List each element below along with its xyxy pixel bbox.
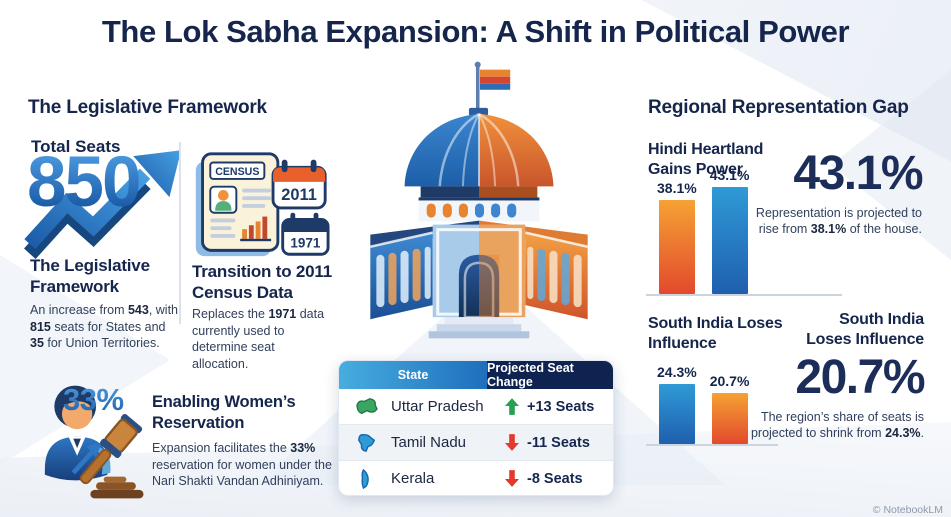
- south-stat-desc: The region’s share of seats is projected…: [750, 410, 924, 441]
- calendar-1971-label: 1971: [290, 235, 321, 250]
- legislative-section-header: The Legislative Framework: [28, 97, 267, 118]
- census-card-heading: Transition to 2011 Census Data: [192, 262, 333, 302]
- seat-change-value: -11 Seats: [527, 434, 590, 451]
- bar-current-share: 24.3%: [657, 364, 697, 444]
- growth-trend-arrow-icon: [24, 150, 182, 260]
- watermark: © NotebookLM: [872, 504, 943, 516]
- framework-card-heading: The Legislative Framework: [30, 256, 150, 296]
- hindi-heartland-bar-chart: 38.1% 43.1%: [657, 162, 749, 294]
- women-reservation-badge: 33%: [63, 382, 124, 417]
- seat-change-value: +13 Seats: [527, 398, 595, 415]
- hindi-heartland-heading: Hindi Heartland Gains Power: [648, 141, 764, 178]
- framework-card-body: An increase from 543, with 815 seats for…: [30, 303, 179, 350]
- seat-change-table: State Projected Seat Change Uttar Prades…: [338, 360, 614, 496]
- bar-orange: [711, 393, 748, 444]
- up-arrow-icon: [505, 398, 519, 415]
- south-india-heading: South India Loses Influence: [648, 315, 783, 352]
- state-name: Kerala: [391, 470, 435, 487]
- bar-current-share: 38.1%: [657, 180, 697, 294]
- table-row: Uttar Pradesh +13 Seats: [339, 389, 613, 424]
- down-arrow-icon: [505, 470, 519, 487]
- bar-orange: [658, 200, 695, 294]
- woman-gavel-icon: [44, 385, 144, 499]
- page-title: The Lok Sabha Expansion: A Shift in Poli…: [101, 14, 850, 49]
- women-reservation-body: Expansion facilitates the 33% reservatio…: [152, 441, 332, 489]
- table-row: Kerala -8 Seats: [339, 460, 613, 495]
- bar-blue: [658, 384, 695, 444]
- table-row: Tamil Nadu -11 Seats: [339, 424, 613, 460]
- women-reservation-block: Enabling Women’s Reservation Expansion f…: [152, 392, 338, 490]
- south-stat-heading: South India Loses Influence: [806, 311, 924, 348]
- seat-change-value: -8 Seats: [527, 470, 583, 487]
- table-header-row: State Projected Seat Change: [339, 361, 613, 389]
- census-document-icon: CENSUS 2011 1971: [195, 152, 330, 257]
- chart-baseline: [646, 294, 842, 296]
- south-stat-block: South India Loses Influence 20.7% The re…: [742, 310, 926, 442]
- regional-section-header: Regional Representation Gap: [648, 97, 909, 118]
- bar-projected-share: 43.1%: [710, 167, 749, 294]
- hindi-stat-desc: Representation is projected to rise from…: [755, 206, 922, 237]
- calendar-2011-label: 2011: [281, 186, 317, 204]
- hindi-stat-block: 43.1% Representation is projected to ris…: [730, 147, 924, 238]
- hindi-big-value: 43.1%: [793, 147, 923, 200]
- vertical-divider: [179, 142, 181, 324]
- down-arrow-icon: [505, 434, 519, 451]
- total-seats-value: 850: [27, 143, 141, 222]
- table-header-change: Projected Seat Change: [487, 361, 613, 389]
- uttar-pradesh-map-icon: [356, 397, 378, 414]
- total-seats-label: Total Seats: [31, 137, 121, 156]
- parliament-building-illustration: [370, 61, 588, 339]
- bar-projected-share: 20.7%: [710, 373, 749, 444]
- state-name: Uttar Pradesh: [391, 398, 484, 415]
- south-india-bar-chart: 24.3% 20.7%: [657, 362, 749, 444]
- census-doc-label: CENSUS: [215, 166, 259, 178]
- census-card-body: Replaces the 1971 data currently used to…: [192, 307, 325, 371]
- chart-baseline: [646, 444, 778, 446]
- state-name: Tamil Nadu: [391, 434, 467, 451]
- women-reservation-heading: Enabling Women’s Reservation: [152, 393, 296, 432]
- table-header-state: State: [339, 361, 487, 389]
- kerala-map-icon: [361, 468, 369, 489]
- tamil-nadu-map-icon: [358, 433, 376, 452]
- south-big-value: 20.7%: [795, 351, 925, 404]
- bar-blue: [711, 187, 748, 294]
